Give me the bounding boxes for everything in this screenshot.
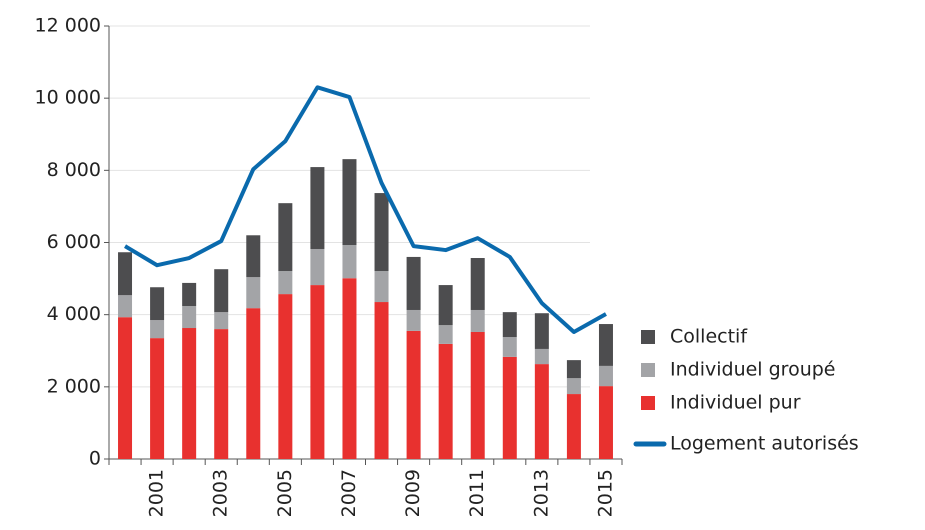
x-tick-label: 2009 [402, 469, 424, 517]
bar [246, 308, 261, 459]
bar [182, 328, 197, 459]
bar [278, 271, 293, 295]
bar [598, 365, 613, 387]
y-tick-label: 12 000 [35, 15, 101, 37]
bar [278, 203, 293, 272]
bar [470, 309, 485, 332]
bar [502, 337, 517, 357]
x-tick-label: 2003 [210, 469, 232, 517]
x-tick-label: 2011 [466, 469, 488, 517]
bar [182, 282, 197, 307]
bar [342, 245, 357, 279]
x-tick-label: 2007 [338, 469, 360, 517]
bar [438, 343, 453, 459]
bar [374, 271, 389, 303]
y-tick-label: 6 000 [47, 231, 101, 253]
bar [502, 312, 517, 338]
bar [182, 306, 197, 329]
bar [310, 167, 325, 249]
bar [310, 248, 325, 286]
bar [470, 331, 485, 459]
legend-swatch [641, 396, 655, 410]
bar [566, 394, 581, 459]
legend-label: Logement autorisés [670, 433, 859, 455]
bar [150, 320, 165, 339]
bar [118, 252, 133, 296]
bar [534, 348, 549, 365]
x-tick-label: 2015 [594, 469, 616, 517]
bar [534, 313, 549, 349]
bar [342, 159, 357, 246]
bar [246, 277, 261, 309]
bar [374, 302, 389, 459]
y-tick-label: 4 000 [47, 303, 101, 325]
bar [438, 325, 453, 344]
bar [406, 330, 421, 459]
bar [310, 285, 325, 459]
legend-swatch [641, 363, 655, 377]
bar [278, 294, 293, 459]
bar [502, 356, 517, 459]
x-tick-label: 2001 [146, 469, 168, 517]
bar [470, 258, 485, 310]
legend-label: Individuel pur [670, 392, 801, 414]
bar [598, 386, 613, 459]
bar [118, 295, 133, 318]
legend-label: Collectif [670, 326, 748, 348]
bar [406, 256, 421, 310]
y-tick-label: 0 [89, 448, 101, 470]
bar [246, 235, 261, 278]
legend-label: Individuel groupé [670, 359, 836, 381]
bar [406, 309, 421, 331]
bar [438, 285, 453, 326]
bar [214, 269, 229, 313]
y-tick-label: 2 000 [47, 375, 101, 397]
bar [342, 278, 357, 459]
bar [150, 287, 165, 321]
legend-swatch [641, 330, 655, 344]
bar [214, 329, 229, 459]
y-tick-label: 10 000 [35, 87, 101, 109]
y-tick-label: 8 000 [47, 159, 101, 181]
bar [214, 312, 229, 330]
bar [534, 364, 549, 459]
bar [566, 378, 581, 395]
line [124, 85, 607, 334]
bar [150, 338, 165, 459]
bar [598, 324, 613, 366]
x-tick-label: 2013 [530, 469, 552, 517]
x-tick-label: 2005 [274, 469, 296, 517]
bar [118, 317, 133, 459]
bar [374, 193, 389, 272]
bar [566, 360, 581, 379]
